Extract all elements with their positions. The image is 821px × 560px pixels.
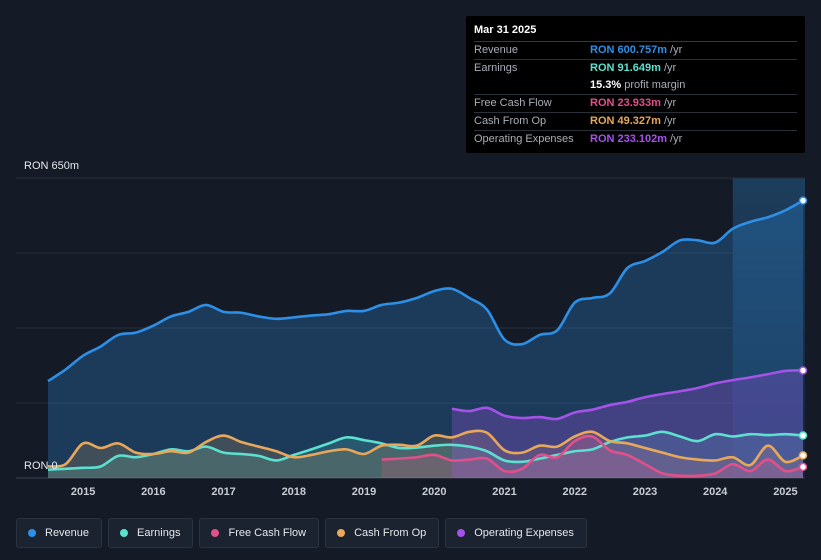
y-tick-bottom: RON 0 bbox=[24, 460, 58, 472]
area-operating-expenses bbox=[451, 370, 803, 478]
tooltip-value: RON 23.933m bbox=[590, 97, 661, 109]
endpoint-free-cash-flow bbox=[798, 462, 808, 472]
x-tick-label: 2019 bbox=[352, 486, 376, 498]
legend-item-cash-from-op[interactable]: Cash From Op bbox=[325, 518, 440, 548]
x-tick-label: 2025 bbox=[773, 486, 797, 498]
x-tick-label: 2023 bbox=[633, 486, 657, 498]
x-tick-label: 2022 bbox=[563, 486, 587, 498]
tooltip-row-revenue: Revenue RON 600.757m /yr bbox=[474, 42, 797, 60]
tooltip-label: Free Cash Flow bbox=[474, 97, 552, 109]
legend-item-free-cash-flow[interactable]: Free Cash Flow bbox=[199, 518, 320, 548]
tooltip-label: Operating Expenses bbox=[474, 133, 574, 145]
line-revenue bbox=[47, 199, 804, 383]
x-tick-label: 2018 bbox=[282, 486, 306, 498]
line-cash-from-op bbox=[47, 429, 804, 468]
legend-item-earnings[interactable]: Earnings bbox=[108, 518, 194, 548]
legend-dot-icon bbox=[211, 529, 220, 537]
legend: Revenue Earnings Free Cash Flow Cash Fro… bbox=[16, 518, 587, 548]
tooltip-label: Earnings bbox=[474, 62, 518, 74]
tooltip-value: RON 600.757m bbox=[590, 44, 668, 56]
tooltip-label: Revenue bbox=[474, 44, 519, 56]
tooltip-unit: /yr bbox=[663, 115, 677, 127]
area-revenue bbox=[48, 200, 803, 478]
tooltip-unit: /yr bbox=[670, 133, 683, 145]
legend-label: Cash From Op bbox=[354, 527, 427, 539]
tooltip-label bbox=[474, 77, 590, 94]
tooltip-unit: profit margin bbox=[624, 79, 686, 91]
tooltip: Mar 31 2025 Revenue RON 600.757m /yr Ear… bbox=[466, 16, 805, 153]
line-earnings bbox=[47, 430, 804, 471]
tooltip-row-opex: Operating Expenses RON 233.102m /yr bbox=[474, 131, 797, 148]
endpoint-cash-from-op bbox=[798, 451, 808, 460]
x-tick-label: 2020 bbox=[422, 486, 446, 498]
endpoint-operating-expenses bbox=[798, 366, 808, 375]
area-free-cash-flow bbox=[381, 436, 803, 478]
tooltip-row-fcf: Free Cash Flow RON 23.933m /yr bbox=[474, 95, 797, 113]
legend-item-revenue[interactable]: Revenue bbox=[16, 518, 103, 548]
tooltip-value: RON 91.649m bbox=[590, 62, 661, 74]
line-operating-expenses bbox=[451, 369, 804, 421]
tooltip-label: Cash From Op bbox=[474, 115, 547, 127]
tooltip-unit: /yr bbox=[663, 97, 677, 109]
series-areas bbox=[48, 200, 803, 478]
x-tick-label: 2017 bbox=[211, 486, 235, 498]
tooltip-row-margin: 15.3% profit margin bbox=[474, 77, 797, 95]
legend-label: Revenue bbox=[45, 527, 90, 539]
endpoint-revenue bbox=[798, 196, 808, 205]
x-tick-label: 2021 bbox=[492, 486, 516, 498]
x-tick-label: 2024 bbox=[703, 486, 728, 498]
x-axis: 2015 2016 2017 2018 2019 2020 2021 2022 2023 2024… bbox=[71, 486, 798, 498]
tooltip-row-cfo: Cash From Op RON 49.327m /yr bbox=[474, 113, 797, 131]
tooltip-value: RON 233.102m bbox=[590, 133, 668, 145]
legend-label: Free Cash Flow bbox=[228, 527, 307, 539]
tooltip-value: RON 49.327m bbox=[590, 115, 661, 127]
legend-item-operating-expenses[interactable]: Operating Expenses bbox=[445, 518, 587, 548]
y-tick-top: RON 650m bbox=[24, 160, 80, 172]
tooltip-unit: /yr bbox=[663, 62, 677, 74]
tooltip-date: Mar 31 2025 bbox=[474, 23, 797, 42]
legend-dot-icon bbox=[337, 529, 346, 537]
line-free-cash-flow bbox=[381, 434, 804, 478]
legend-label: Earnings bbox=[137, 527, 181, 539]
tooltip-row-earnings: Earnings RON 91.649m /yr bbox=[474, 60, 797, 77]
x-tick-label: 2016 bbox=[141, 486, 165, 498]
legend-dot-icon bbox=[120, 529, 129, 537]
series-endpoints bbox=[798, 196, 808, 472]
legend-label: Operating Expenses bbox=[474, 527, 574, 539]
legend-dot-icon bbox=[457, 529, 466, 537]
tooltip-value: 15.3% bbox=[590, 79, 622, 91]
legend-dot-icon bbox=[28, 529, 36, 537]
x-tick-label: 2015 bbox=[71, 486, 95, 498]
series-lines bbox=[47, 199, 804, 478]
endpoint-earnings bbox=[798, 431, 808, 440]
tooltip-unit: /yr bbox=[670, 44, 683, 56]
